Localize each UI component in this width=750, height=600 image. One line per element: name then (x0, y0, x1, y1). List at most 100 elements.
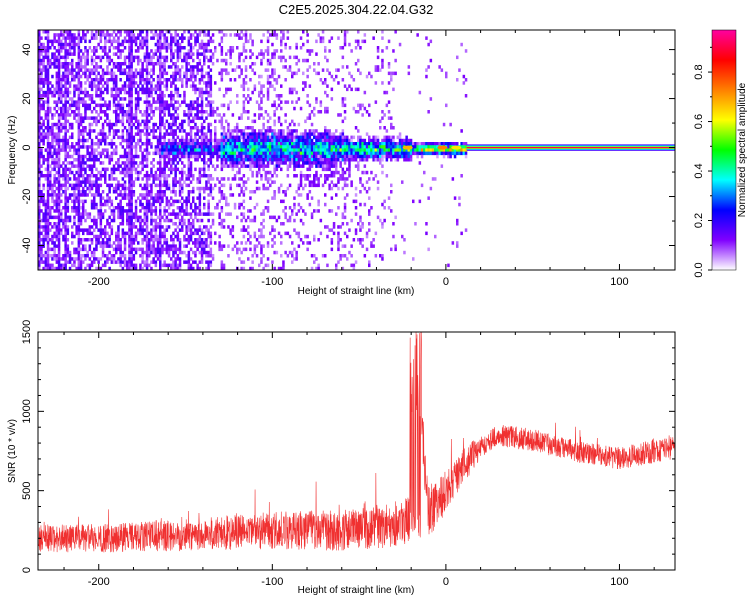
spectrogram-cell (53, 58, 56, 63)
spectrogram-cell (233, 206, 237, 210)
spectrogram-cell (148, 100, 151, 104)
spectrogram-cell (216, 158, 219, 162)
spectrogram-cell (170, 190, 173, 194)
spectrogram-cell (93, 193, 96, 197)
spectrogram-cell (196, 100, 199, 104)
spectrogram-cell (185, 196, 188, 200)
spectrogram-cell (306, 94, 309, 98)
spectrogram-cell (145, 30, 149, 34)
spectrogram-cell (205, 81, 208, 85)
spectrogram-cell (187, 212, 191, 216)
spectrogram-cell (225, 138, 228, 143)
spectrogram-cell (130, 238, 133, 242)
spectrogram-cell (260, 142, 263, 146)
spectrogram-cell (99, 138, 103, 143)
spectrogram-cell (280, 254, 283, 258)
spectrogram-cell (145, 238, 149, 242)
spectrogram-cell (324, 78, 327, 82)
spectrogram-cell (57, 199, 61, 204)
spectrogram-cell (266, 199, 270, 204)
spectrogram-cell (174, 119, 177, 124)
spectrogram-cell (49, 110, 52, 114)
spectrogram-cell (130, 46, 133, 50)
spectrogram-cell (244, 97, 248, 101)
spectrogram-cell (42, 30, 45, 34)
spectrogram-cell (79, 257, 83, 261)
spectrogram-cell (119, 62, 122, 66)
spectrogram-cell (79, 132, 83, 136)
spectrogram-cell (161, 148, 164, 152)
spectrogram-cell (145, 122, 149, 127)
spectrogram-cell (148, 254, 151, 258)
spectrogram-cell (99, 116, 103, 120)
spectrogram-cell (159, 36, 162, 40)
spectrogram-cell (128, 154, 131, 159)
spectrogram-cell (260, 161, 263, 165)
spectrogram-cell (38, 145, 41, 149)
spectrogram-cell (73, 196, 76, 200)
spectrogram-cell (172, 129, 175, 133)
spectrogram-cell (317, 266, 320, 270)
spectrogram-cell (196, 39, 199, 44)
spectrogram-cell (209, 234, 213, 239)
spectrogram-cell (211, 39, 215, 44)
spectrogram-cell (282, 36, 285, 40)
spectrogram-cell (51, 215, 54, 220)
spectrogram-cell (176, 58, 180, 63)
spectrogram-cell (121, 84, 125, 88)
spectrogram-cell (71, 68, 74, 72)
spectrogram-cell (128, 161, 131, 165)
spectrogram-cell (293, 202, 296, 207)
spectrogram-cell (302, 151, 305, 156)
spectrogram-cell (174, 100, 177, 104)
spectrogram-cell (174, 65, 177, 69)
spectrogram-cell (284, 193, 287, 197)
spectrogram-cell (126, 260, 129, 264)
spectrogram-cell (196, 106, 199, 111)
spectrogram-cell (143, 186, 147, 191)
spectrogram-cell (205, 148, 208, 152)
spectrogram-cell (324, 46, 327, 50)
spectrogram-cell (57, 238, 61, 242)
spectrogram-cell (255, 244, 259, 248)
spectrogram-cell (115, 238, 118, 242)
spectrogram-cell (145, 225, 149, 229)
spectrogram-cell (326, 142, 329, 146)
spectrogram-cell (145, 145, 149, 149)
spectrogram-cell (165, 81, 169, 85)
spectrogram-cell (249, 36, 252, 40)
spectrogram-cell (51, 254, 54, 258)
spectrogram-cell (82, 174, 85, 178)
spectrogram-cell (126, 78, 129, 82)
spectrogram-cell (77, 142, 81, 146)
spectrogram-cell (249, 167, 252, 172)
spectrogram-cell (64, 55, 67, 60)
spectrogram-cell (141, 30, 144, 34)
spectrogram-cell (137, 164, 140, 168)
spectrogram-cell (165, 218, 169, 223)
spectrogram-cell (139, 170, 142, 175)
spectrogram-cell (38, 42, 41, 47)
spectrogram-cell (308, 113, 312, 117)
spectrogram-cell (38, 90, 41, 95)
spectrogram-cell (99, 183, 103, 188)
spectrogram-cell (196, 71, 199, 76)
spectrogram-cell (167, 186, 171, 191)
spectrogram-cell (167, 113, 171, 117)
spectrogram-cell (156, 55, 160, 60)
spectrogram-cell (55, 151, 59, 156)
spectrogram-cell (198, 206, 202, 210)
spectrogram-cell (192, 84, 195, 88)
spectrogram-cell (231, 234, 235, 239)
spectrogram-cell (266, 62, 270, 66)
spectrogram-cell (150, 266, 153, 270)
spectrogram-cell (93, 199, 96, 204)
spectrogram-cell (275, 148, 279, 152)
spectrogram-cell (187, 138, 191, 143)
spectrogram-cell (196, 126, 199, 130)
spectrogram-cell (295, 129, 298, 133)
spectrogram-cell (141, 202, 144, 207)
spectrogram-cell (75, 247, 78, 252)
spectrogram-cell (317, 33, 320, 37)
spectrogram-cell (112, 135, 116, 140)
